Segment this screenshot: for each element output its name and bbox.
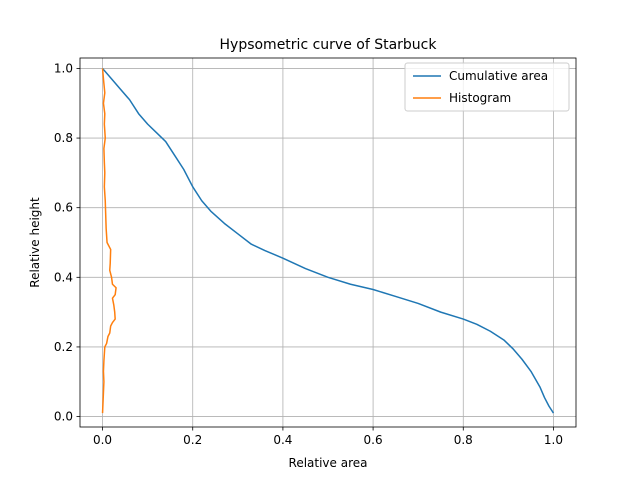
series-line-histogram xyxy=(101,68,117,414)
x-tick-label: 0.8 xyxy=(454,433,473,447)
x-tick-label: 0.2 xyxy=(183,433,202,447)
chart-title: Hypsometric curve of Starbuck xyxy=(220,37,438,53)
x-tick-label: 0.0 xyxy=(93,433,112,447)
y-tick-label: 1.0 xyxy=(54,61,73,75)
y-tick-label: 0.8 xyxy=(54,131,73,145)
y-tick-label: 0.0 xyxy=(54,410,73,424)
x-axis-label: Relative area xyxy=(289,456,368,470)
axes-frame xyxy=(79,57,577,428)
series-layer xyxy=(101,67,555,414)
y-tick-label: 0.4 xyxy=(54,270,73,284)
series-line-cumulative-area xyxy=(101,67,555,414)
x-axis-ticks: 0.0 0.2 0.4 0.6 0.8 1.0 xyxy=(93,427,563,447)
grid xyxy=(80,58,576,427)
legend: Cumulative area Histogram xyxy=(404,62,570,112)
x-tick-label: 0.6 xyxy=(364,433,383,447)
x-tick-label: 0.4 xyxy=(273,433,292,447)
y-axis-label: Relative height xyxy=(28,197,42,288)
legend-label: Histogram xyxy=(449,91,511,105)
y-tick-label: 0.2 xyxy=(54,340,73,354)
y-tick-label: 0.6 xyxy=(54,201,73,215)
x-tick-label: 1.0 xyxy=(544,433,563,447)
legend-label: Cumulative area xyxy=(449,69,548,83)
y-axis-ticks: 0.0 0.2 0.4 0.6 0.8 1.0 xyxy=(54,61,80,424)
legend-box xyxy=(404,62,570,112)
